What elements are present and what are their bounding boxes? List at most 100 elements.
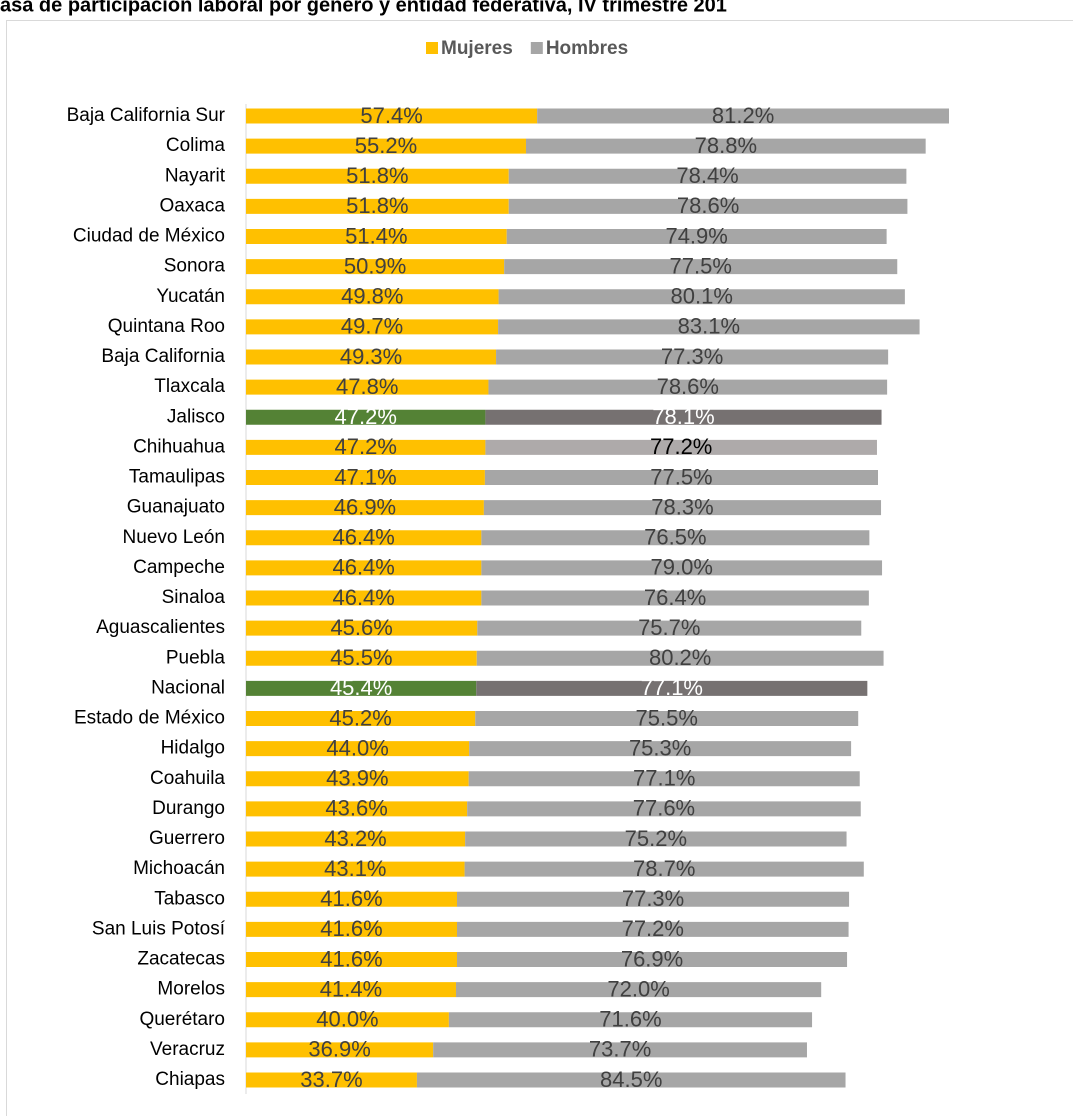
bar-segment — [246, 952, 458, 967]
bar-segment — [457, 891, 850, 907]
category-label: Puebla — [166, 647, 226, 668]
bar-segment — [469, 741, 852, 757]
data-label: 49.8% — [341, 284, 403, 309]
bar-segment — [485, 439, 877, 455]
category-label: Baja California — [101, 346, 225, 367]
data-label: 77.1% — [641, 675, 703, 700]
category-label: Nacional — [151, 677, 225, 698]
category-label: San Luis Potosí — [92, 918, 226, 939]
bar-segment — [246, 982, 456, 998]
bar-segment — [246, 319, 499, 335]
data-label: 77.1% — [633, 766, 695, 791]
legend-swatch — [530, 42, 543, 54]
bar-segment — [498, 289, 905, 305]
category-label: Yucatán — [156, 286, 225, 307]
data-label: 45.4% — [330, 675, 392, 700]
data-label: 74.9% — [665, 223, 727, 248]
data-label: 77.5% — [650, 464, 712, 489]
data-label: 78.4% — [676, 163, 738, 188]
bar-segment — [246, 530, 482, 546]
data-label: 47.2% — [335, 404, 397, 429]
bar-segment — [246, 1012, 449, 1028]
bar-segment — [457, 952, 848, 967]
category-label: Sonora — [164, 256, 226, 277]
bar-segment — [416, 1072, 846, 1088]
bar-segment — [467, 801, 861, 817]
bar-segment — [488, 379, 888, 395]
category-label: Guanajuato — [127, 497, 225, 518]
category-label: Nayarit — [165, 165, 226, 186]
data-label: 33.7% — [300, 1067, 362, 1092]
data-label: 43.9% — [326, 766, 388, 791]
category-label: Ciudad de México — [73, 226, 225, 247]
data-label: 77.2% — [622, 916, 684, 941]
category-label: Jalisco — [167, 406, 225, 427]
data-label: 43.1% — [324, 856, 386, 881]
bar-segment — [537, 108, 949, 124]
data-label: 49.7% — [341, 314, 403, 339]
category-label: Oaxaca — [160, 195, 226, 216]
bar-segment — [246, 1042, 434, 1058]
bar-segment — [457, 921, 849, 937]
category-label: Veracruz — [150, 1039, 225, 1060]
bar-segment — [468, 771, 860, 787]
bar-segment — [246, 349, 497, 365]
data-label: 50.9% — [344, 253, 406, 278]
bar-segment — [476, 680, 868, 696]
data-label: 44.0% — [326, 735, 388, 760]
bar-segment — [246, 831, 466, 847]
category-label: Colima — [166, 135, 226, 156]
data-label: 55.2% — [355, 133, 417, 158]
data-label: 77.5% — [670, 253, 732, 278]
bar-segment — [246, 289, 499, 305]
data-label: 46.4% — [332, 585, 394, 610]
bar-segment — [485, 409, 882, 425]
category-label: Aguascalientes — [96, 617, 225, 638]
data-label: 79.0% — [651, 555, 713, 580]
data-label: 73.7% — [589, 1037, 651, 1062]
bar-segment — [525, 138, 926, 154]
category-label: Hidalgo — [161, 738, 225, 759]
data-label: 83.1% — [678, 314, 740, 339]
data-label: 45.2% — [329, 705, 391, 730]
data-label: 75.5% — [636, 705, 698, 730]
data-label: 77.2% — [650, 434, 712, 459]
category-label: Coahuila — [150, 768, 225, 789]
category-label: Quintana Roo — [108, 316, 225, 337]
bar-segment — [508, 198, 908, 214]
legend-swatch — [426, 42, 438, 54]
data-label: 78.6% — [677, 193, 739, 218]
data-label: 40.0% — [316, 1007, 378, 1032]
bar-segment — [246, 711, 476, 726]
bar-segment — [483, 500, 882, 516]
data-label: 81.2% — [712, 103, 774, 128]
data-label: 45.6% — [330, 615, 392, 640]
bar-segment — [481, 530, 870, 546]
bar-segment — [246, 379, 489, 395]
data-label: 77.3% — [661, 344, 723, 369]
bar-segment — [498, 319, 920, 335]
data-label: 76.5% — [644, 525, 706, 550]
data-label: 46.4% — [332, 555, 394, 580]
bar-segment — [476, 650, 884, 666]
data-label: 41.6% — [320, 946, 382, 971]
bar-segment — [246, 500, 484, 516]
data-label: 78.1% — [652, 404, 714, 429]
bar-segment — [246, 229, 507, 244]
bar-segment — [246, 409, 486, 425]
data-label: 46.4% — [332, 525, 394, 550]
data-label: 78.6% — [657, 374, 719, 399]
bar-segment — [246, 439, 486, 455]
data-label: 41.6% — [320, 916, 382, 941]
bar-segment — [481, 590, 869, 606]
category-label: Querétaro — [139, 1009, 225, 1030]
data-label: 43.6% — [325, 796, 387, 821]
data-label: 75.7% — [638, 615, 700, 640]
data-label: 75.3% — [629, 735, 691, 760]
data-label: 41.6% — [320, 886, 382, 911]
bar-segment — [246, 771, 469, 787]
bar-segment — [246, 1072, 417, 1088]
bar-segment — [465, 831, 847, 847]
category-label: Chihuahua — [133, 436, 225, 457]
